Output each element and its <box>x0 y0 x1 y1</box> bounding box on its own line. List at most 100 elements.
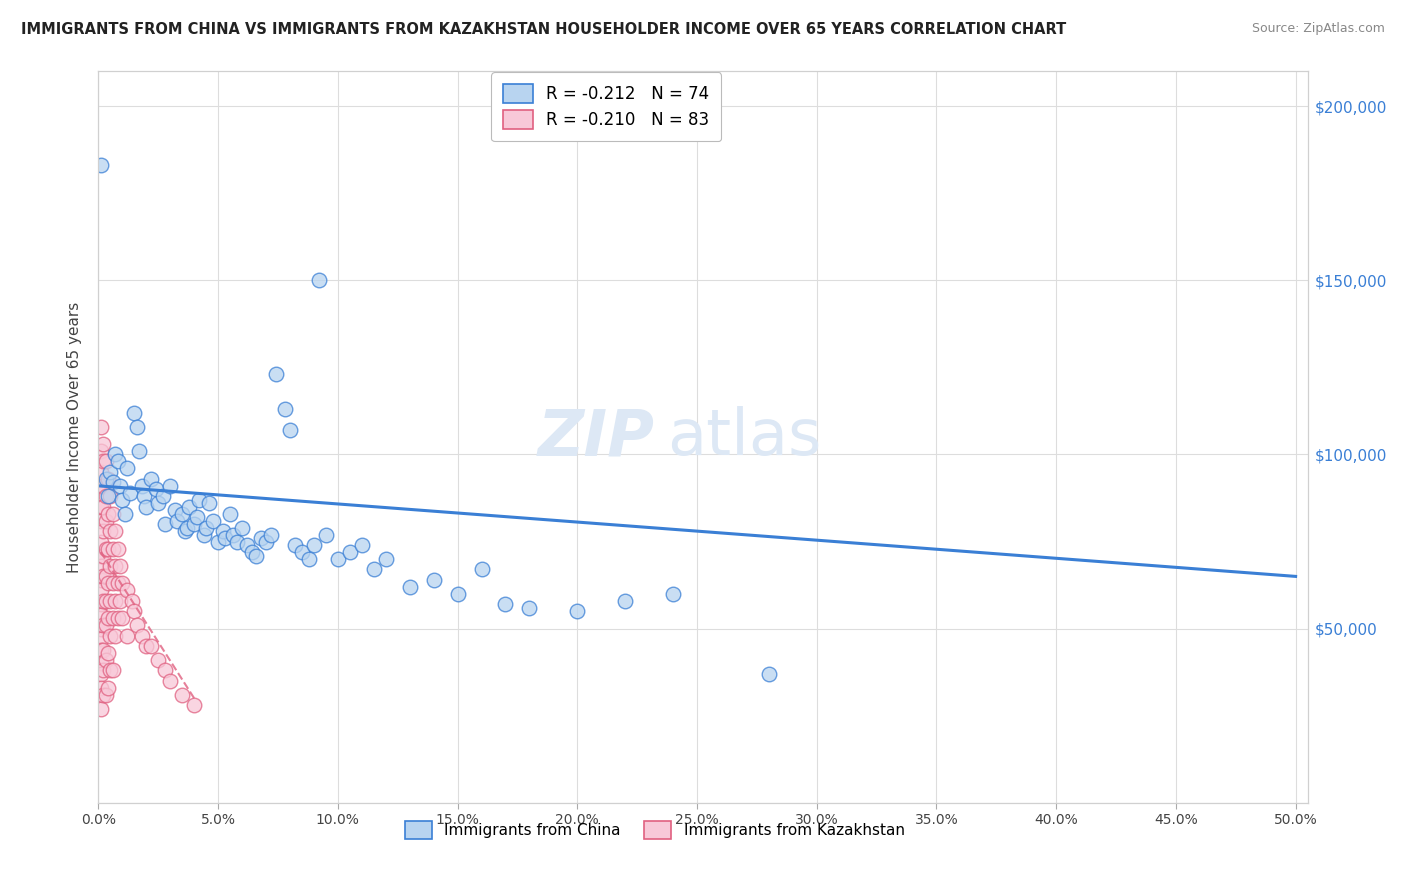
Point <box>398 580 420 594</box>
Point <box>302 538 325 552</box>
Point <box>90 681 112 695</box>
Point <box>111 611 134 625</box>
Point <box>298 552 321 566</box>
Point <box>125 618 148 632</box>
Point <box>446 587 468 601</box>
Point <box>90 444 112 458</box>
Point <box>104 558 127 573</box>
Point <box>131 479 153 493</box>
Point <box>97 507 120 521</box>
Legend: Immigrants from China, Immigrants from Kazakhstan: Immigrants from China, Immigrants from K… <box>396 814 912 847</box>
Point <box>145 483 167 497</box>
Point <box>90 667 112 681</box>
Point <box>193 527 215 541</box>
Point <box>124 406 146 420</box>
Point <box>97 576 120 591</box>
Y-axis label: Householder Income Over 65 years: Householder Income Over 65 years <box>67 301 83 573</box>
Point <box>101 611 124 625</box>
Point <box>221 527 243 541</box>
Point <box>104 629 127 643</box>
Point <box>121 594 143 608</box>
Point <box>179 500 201 514</box>
Point <box>172 507 194 521</box>
Point <box>97 541 120 556</box>
Point <box>101 664 124 678</box>
Point <box>202 514 225 528</box>
Point <box>758 667 780 681</box>
Point <box>291 545 314 559</box>
Point <box>614 594 637 608</box>
Point <box>125 419 148 434</box>
Point <box>107 576 129 591</box>
Point <box>155 664 177 678</box>
Point <box>214 531 236 545</box>
Point <box>100 664 122 678</box>
Point <box>100 558 122 573</box>
Point <box>495 597 517 611</box>
Point <box>101 507 124 521</box>
Point <box>118 485 141 500</box>
Point <box>94 541 117 556</box>
Point <box>104 448 127 462</box>
Point <box>101 541 124 556</box>
Point <box>91 454 114 468</box>
Point <box>90 419 112 434</box>
Point <box>176 521 198 535</box>
Point <box>132 489 155 503</box>
Point <box>166 514 188 528</box>
Point <box>90 534 112 549</box>
Point <box>186 510 208 524</box>
Point <box>94 653 117 667</box>
Point <box>97 681 120 695</box>
Point <box>90 622 112 636</box>
Point <box>94 569 117 583</box>
Point <box>90 573 112 587</box>
Point <box>101 475 124 490</box>
Point <box>97 646 120 660</box>
Point <box>470 562 492 576</box>
Point <box>114 507 136 521</box>
Point <box>97 489 120 503</box>
Point <box>90 657 112 671</box>
Point <box>94 472 117 486</box>
Point <box>163 503 186 517</box>
Point <box>274 402 297 417</box>
Point <box>219 507 242 521</box>
Point <box>94 618 117 632</box>
Point <box>90 597 112 611</box>
Point <box>90 465 112 479</box>
Point <box>350 538 373 552</box>
Point <box>91 437 114 451</box>
Point <box>422 573 444 587</box>
Point <box>264 368 287 382</box>
Point <box>152 489 174 503</box>
Point <box>519 600 541 615</box>
Point <box>91 688 114 702</box>
Point <box>100 489 122 503</box>
Point <box>90 158 112 172</box>
Point <box>148 653 170 667</box>
Point <box>284 538 307 552</box>
Point <box>212 524 235 538</box>
Point <box>155 517 177 532</box>
Point <box>183 517 205 532</box>
Point <box>90 583 112 598</box>
Point <box>124 604 146 618</box>
Point <box>90 549 112 563</box>
Point <box>90 607 112 622</box>
Point <box>100 524 122 538</box>
Point <box>315 527 337 541</box>
Point <box>104 594 127 608</box>
Point <box>135 639 157 653</box>
Point <box>245 549 267 563</box>
Point <box>188 492 211 507</box>
Point <box>326 552 349 566</box>
Point <box>226 534 249 549</box>
Point <box>183 698 205 713</box>
Point <box>94 594 117 608</box>
Point <box>139 639 162 653</box>
Point <box>115 461 138 475</box>
Point <box>108 479 131 493</box>
Point <box>104 524 127 538</box>
Point <box>236 538 259 552</box>
